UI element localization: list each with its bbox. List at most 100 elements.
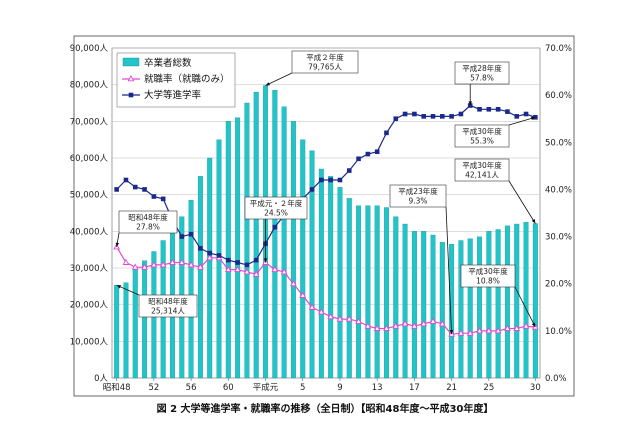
legend-marker-triangle <box>127 75 135 82</box>
point-series-2-2004 <box>402 111 408 117</box>
bar-graduates-1995 <box>318 168 324 379</box>
annotation-arrowhead <box>263 258 268 263</box>
x-tick-label: 21 <box>446 383 457 393</box>
y-left-tick-label: 20,000人 <box>70 301 109 311</box>
x-tick-label: 60 <box>223 383 234 393</box>
point-series-2-1996 <box>328 177 333 183</box>
point-series-1-2014 <box>494 327 502 334</box>
bar-graduates-2001 <box>374 205 380 379</box>
annotation-title: 平成30年度 <box>462 160 502 170</box>
annotation-box <box>454 158 510 182</box>
point-series-2-2013 <box>486 106 492 112</box>
annotation-value: 9.3% <box>408 197 427 206</box>
x-tick-label: 13 <box>372 383 383 393</box>
y-right-tick-label: 60.0% <box>545 91 572 101</box>
point-series-2-1985 <box>226 257 231 263</box>
bar-graduates-2013 <box>486 231 492 379</box>
x-tick-label: 52 <box>148 383 159 393</box>
point-series-1-2008 <box>438 320 446 327</box>
bar-graduates-1973 <box>114 285 120 379</box>
annotation-title: 昭和48年度 <box>128 212 168 222</box>
point-series-2-1995 <box>319 177 324 183</box>
y-right-tick-label: 20.0% <box>545 280 572 290</box>
point-series-1-2012 <box>476 327 483 334</box>
point-series-1-1985 <box>224 265 232 273</box>
point-series-1-1978 <box>159 261 167 268</box>
point-series-1-1987 <box>243 268 251 275</box>
bar-graduates-1991 <box>281 106 287 379</box>
point-series-2-2012 <box>477 106 482 112</box>
point-series-1-1997 <box>336 315 344 322</box>
point-series-1-1981 <box>187 261 195 268</box>
point-series-1-1986 <box>234 265 241 273</box>
bar-graduates-1990 <box>272 90 278 379</box>
legend-marker-square <box>128 92 134 98</box>
annotation-value: 27.8% <box>136 223 160 232</box>
annotation-arrowhead <box>449 329 454 335</box>
point-series-2-1986 <box>235 260 240 265</box>
point-series-1-2002 <box>383 324 390 331</box>
bar-graduates-2011 <box>467 238 473 379</box>
point-series-2-2010 <box>458 111 464 117</box>
annotation-value: 55.3% <box>470 137 494 146</box>
y-left-tick-label: 80,000人 <box>70 81 109 91</box>
annotation-arrowhead <box>531 219 536 224</box>
point-series-1-1974 <box>122 258 130 265</box>
annotation-arrow <box>514 286 536 328</box>
chart-outer-frame <box>73 35 575 397</box>
point-series-2-2007 <box>430 114 436 119</box>
bar-graduates-1983 <box>207 157 213 379</box>
y-left-tick-label: 10,000人 <box>70 337 109 347</box>
bar-graduates-2009 <box>449 244 455 379</box>
y-left-tick-label: 0人 <box>94 374 108 384</box>
point-series-1-1976 <box>141 263 148 270</box>
bar-graduates-1987 <box>244 102 250 379</box>
bar-graduates-1986 <box>235 117 241 379</box>
point-series-2-1994 <box>309 187 315 192</box>
point-series-2-1973 <box>114 187 119 192</box>
point-series-1-1982 <box>197 263 204 270</box>
y-right-tick-label: 0.0% <box>545 374 567 384</box>
annotation-arrow <box>508 180 536 224</box>
bar-graduates-2007 <box>430 234 436 379</box>
legend-label: 卒業者総数 <box>144 57 192 69</box>
point-series-1-2013 <box>485 327 493 334</box>
point-series-2-2015 <box>505 109 510 114</box>
point-series-1-1988 <box>252 270 260 277</box>
y-right-tick-label: 50.0% <box>545 138 572 148</box>
point-series-1-2010 <box>457 329 465 336</box>
annotation-title: 平成30年度 <box>462 126 502 136</box>
point-series-2-1988 <box>253 257 259 263</box>
annotation-box <box>118 210 178 234</box>
annotation-arrowhead <box>468 101 472 106</box>
bar-graduates-1993 <box>300 139 306 379</box>
bar-graduates-2004 <box>402 223 408 379</box>
point-series-2-2006 <box>421 114 426 119</box>
point-series-1-2016 <box>513 324 521 331</box>
point-series-1-1999 <box>355 317 362 324</box>
y-left-tick-label: 70,000人 <box>70 117 109 127</box>
point-series-2-1997 <box>337 177 343 183</box>
annotation-arrowhead <box>531 322 536 328</box>
point-series-2-2009 <box>449 114 454 119</box>
annotation-title: 平成28年度 <box>462 63 502 73</box>
y-left-tick-label: 60,000人 <box>70 154 109 164</box>
point-series-2-2016 <box>514 114 520 119</box>
point-series-1-2005 <box>411 322 418 329</box>
bar-graduates-2005 <box>411 231 417 379</box>
bar-graduates-1982 <box>197 176 203 379</box>
figure-caption: 図 2 大学等進学率・就職率の推移（全日制）【昭和48年度～平成30年度】 <box>157 402 494 415</box>
annotation-arrow <box>445 206 453 335</box>
point-series-1-1991 <box>280 268 288 275</box>
annotation-box <box>291 50 359 74</box>
point-series-1-1996 <box>327 312 335 320</box>
point-series-2-1984 <box>216 253 222 258</box>
bar-graduates-2015 <box>504 225 510 379</box>
point-series-1-1975 <box>131 263 139 270</box>
point-series-1-1977 <box>150 261 158 268</box>
x-tick-label: 25 <box>483 383 494 393</box>
bar-graduates-2018 <box>532 223 538 379</box>
point-series-2-1976 <box>142 187 147 192</box>
point-series-2-1998 <box>346 168 352 173</box>
legend-label: 大学等進学率 <box>144 89 202 101</box>
